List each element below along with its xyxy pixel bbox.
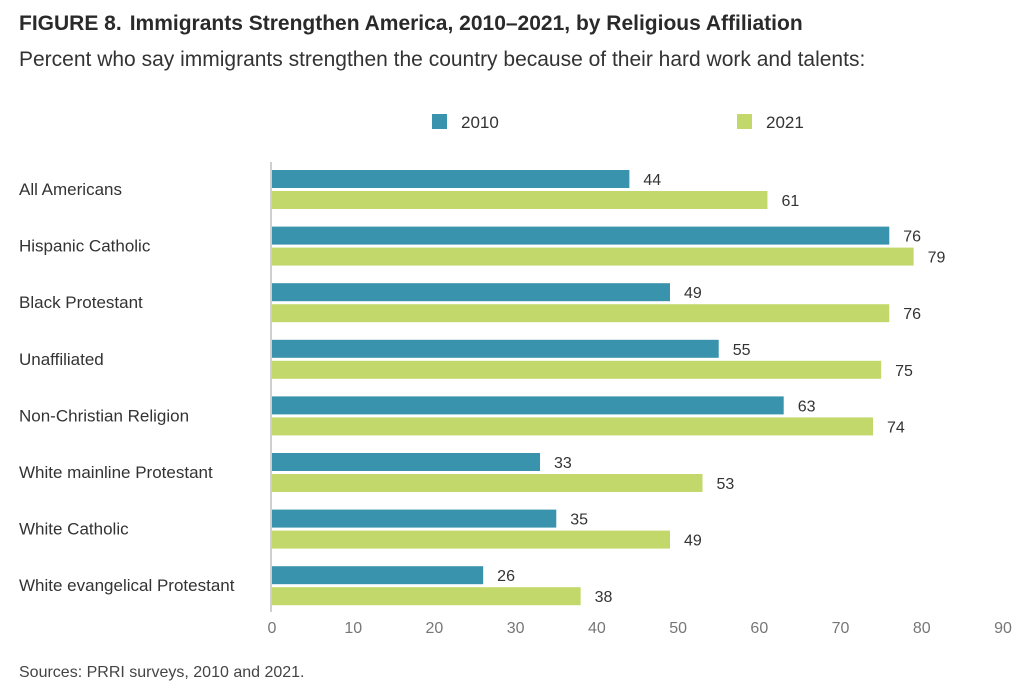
- bar-2021: [272, 474, 703, 492]
- value-label-2021: 38: [595, 589, 613, 606]
- x-tick-label: 10: [344, 620, 362, 637]
- x-tick-label: 0: [268, 620, 277, 637]
- category-label: White mainline Protestant: [19, 463, 213, 482]
- bar-2010: [272, 396, 784, 415]
- value-label-2021: 61: [781, 193, 799, 210]
- category-labels: All Americans Hispanic Catholic Black Prot…: [19, 180, 235, 595]
- value-label-2010: 55: [733, 342, 751, 359]
- legend-swatch-2010: [432, 114, 447, 129]
- bar-2021: [272, 587, 581, 606]
- bar-2021: [272, 360, 882, 379]
- x-tick-label: 40: [588, 620, 606, 637]
- category-label: Black Protestant: [19, 293, 143, 312]
- chart-subtitle: Percent who say immigrants strengthen th…: [19, 48, 866, 71]
- x-tick-label: 80: [913, 620, 931, 637]
- value-label-2021: 49: [684, 533, 702, 550]
- x-tick-label: 60: [750, 620, 768, 637]
- category-label: Hispanic Catholic: [19, 237, 151, 256]
- source-note: Sources: PRRI surveys, 2010 and 2021.: [19, 664, 305, 681]
- value-label-2010: 33: [554, 455, 572, 472]
- category-label: All Americans: [19, 180, 122, 199]
- value-label-2021: 75: [895, 363, 913, 380]
- x-tick-label: 30: [507, 620, 525, 637]
- bar-2010: [272, 566, 484, 585]
- bar-2010: [272, 339, 719, 358]
- x-tick-label: 20: [426, 620, 444, 637]
- bars: [272, 170, 914, 606]
- legend-swatch-2021: [737, 114, 752, 129]
- value-label-2010: 35: [570, 512, 588, 529]
- bar-2010: [272, 226, 890, 245]
- bar-2010: [272, 283, 670, 302]
- bar-2021: [272, 417, 874, 436]
- value-label-2010: 76: [903, 229, 921, 246]
- value-label-2021: 74: [887, 419, 905, 436]
- x-tick-label: 50: [669, 620, 687, 637]
- bar-2021: [272, 247, 914, 266]
- x-tick-label: 90: [994, 620, 1012, 637]
- value-label-2021: 76: [903, 306, 921, 323]
- value-label-2010: 49: [684, 285, 702, 302]
- value-label-2010: 44: [643, 172, 661, 189]
- category-label: White evangelical Protestant: [19, 576, 235, 595]
- bar-2010: [272, 509, 557, 528]
- value-labels: 44 61 76 79 49 76 55 75 63 74 33 53 35 49 26 38: [497, 172, 945, 606]
- bar-2021: [272, 530, 670, 549]
- bar-2010: [272, 170, 630, 188]
- value-label-2010: 63: [798, 398, 816, 415]
- category-label: White Catholic: [19, 520, 129, 539]
- bar-2021: [272, 304, 890, 323]
- category-label: Non-Christian Religion: [19, 406, 189, 425]
- bar-2021: [272, 191, 768, 209]
- legend-label-2021: 2021: [766, 113, 804, 132]
- value-label-2021: 79: [928, 250, 946, 267]
- figure-label: FIGURE 8.: [19, 12, 122, 35]
- value-label-2010: 26: [497, 568, 515, 585]
- x-axis-ticks: 0 10 20 30 40 50 60 70 80 90: [268, 620, 1012, 637]
- legend-label-2010: 2010: [461, 113, 499, 132]
- bar-2010: [272, 453, 541, 471]
- value-label-2021: 53: [716, 476, 734, 493]
- x-tick-label: 70: [832, 620, 850, 637]
- chart-title: FIGURE 8. Immigrants Strengthen America, …: [19, 12, 803, 36]
- figure-title: Immigrants Strengthen America, 2010–2021…: [129, 12, 803, 35]
- category-label: Unaffiliated: [19, 350, 104, 369]
- legend: 2010 2021: [432, 113, 804, 132]
